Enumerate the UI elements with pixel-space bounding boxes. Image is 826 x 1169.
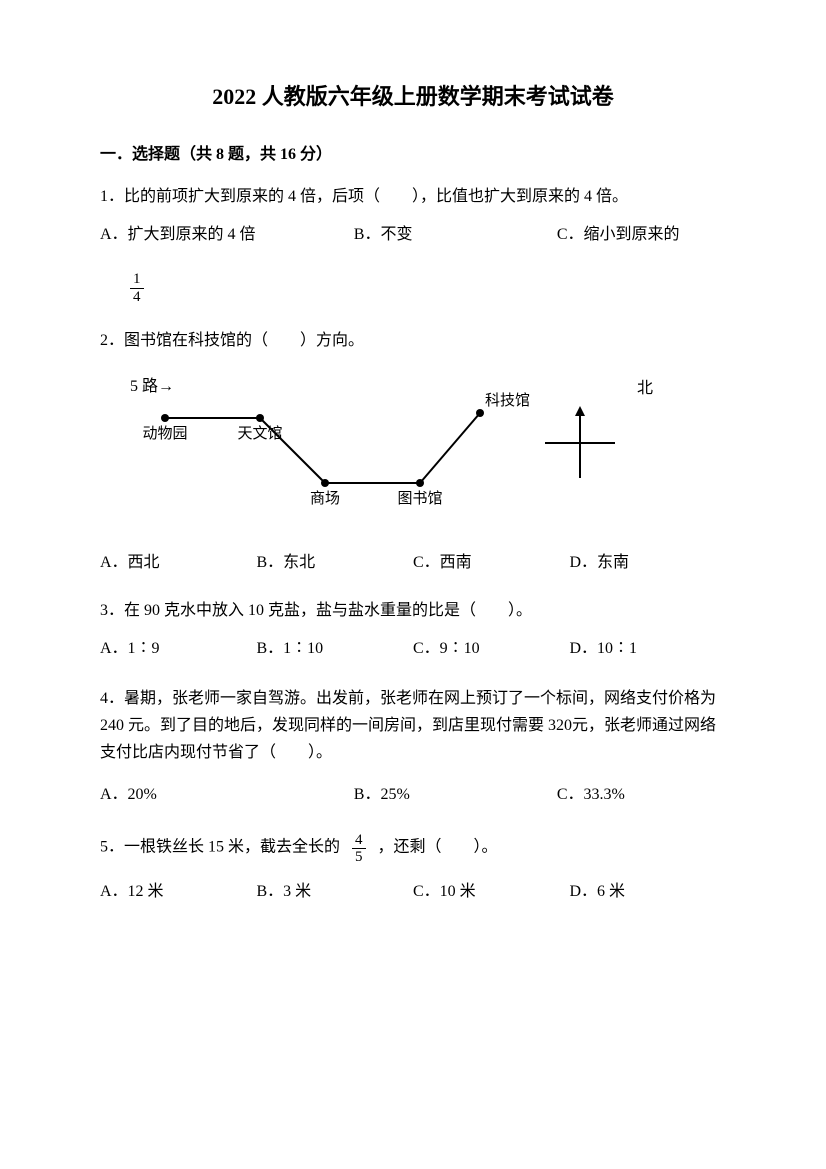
route-map-svg: 5 路→ 动物园 天文馆商场 图书馆 科技馆 北 xyxy=(110,373,670,523)
q2-diagram: 5 路→ 动物园 天文馆商场 图书馆 科技馆 北 xyxy=(110,373,726,531)
question-4: 4．暑期，张老师一家自驾游。出发前，张老师在网上预订了一个标间，网络支付价格为 … xyxy=(100,685,726,808)
question-3-text: 3．在 90 克水中放入 10 克盐，盐与盐水重量的比是（ ）。 xyxy=(100,599,726,623)
q5-option-c: C．10 米 xyxy=(413,880,570,904)
question-3: 3．在 90 克水中放入 10 克盐，盐与盐水重量的比是（ ）。 A．1∶9 B… xyxy=(100,599,726,661)
svg-text:科技馆: 科技馆 xyxy=(485,392,530,409)
question-2-text: 2．图书馆在科技馆的（ ）方向。 xyxy=(100,329,726,353)
q5-post: ，还剩（ ）。 xyxy=(378,838,498,855)
question-5-text: 5．一根铁丝长 15 米，截去全长的 4 5 ，还剩（ ）。 xyxy=(100,832,726,866)
question-4-text: 4．暑期，张老师一家自驾游。出发前，张老师在网上预订了一个标间，网络支付价格为 … xyxy=(100,685,726,767)
q5-option-a: A．12 米 xyxy=(100,880,257,904)
q1-option-b: B．不变 xyxy=(354,223,557,247)
q5-fraction: 4 5 xyxy=(352,832,366,866)
svg-text:动物园: 动物园 xyxy=(142,425,187,442)
q4-option-b: B．25% xyxy=(354,781,557,808)
q4-option-c: C．33.3% xyxy=(557,781,726,808)
q1-option-c: C．缩小到原来的 xyxy=(557,223,726,247)
svg-text:北: 北 xyxy=(637,379,653,397)
q3-option-c: C．9∶10 xyxy=(413,637,570,661)
question-2: 2．图书馆在科技馆的（ ）方向。 5 路→ 动物园 天文馆商场 图书馆 科技馆 北 A．西… xyxy=(100,329,726,575)
svg-text:商场: 商场 xyxy=(310,490,340,507)
q2-option-b: B．东北 xyxy=(257,551,414,575)
q2-option-a: A．西北 xyxy=(100,551,257,575)
page-title: 2022 人教版六年级上册数学期末考试试卷 xyxy=(100,80,726,113)
q1-fraction: 1 4 xyxy=(130,271,144,305)
section-1-header: 一．选择题（共 8 题，共 16 分） xyxy=(100,143,726,167)
q1-option-a: A．扩大到原来的 4 倍 xyxy=(100,223,354,247)
q4-option-a: A．20% xyxy=(100,781,354,808)
svg-text:图书馆: 图书馆 xyxy=(397,490,442,507)
question-1-text: 1．比的前项扩大到原来的 4 倍，后项（ ），比值也扩大到原来的 4 倍。 xyxy=(100,185,726,209)
q2-option-c: C．西南 xyxy=(413,551,570,575)
q1-fraction-den: 4 xyxy=(130,289,144,306)
q5-pre: 5．一根铁丝长 15 米，截去全长的 xyxy=(100,838,340,855)
svg-text:5 路→: 5 路→ xyxy=(130,377,174,395)
q5-fraction-den: 5 xyxy=(352,849,366,866)
svg-text:天文馆: 天文馆 xyxy=(237,425,282,442)
q3-option-a: A．1∶9 xyxy=(100,637,257,661)
q3-option-b: B．1∶10 xyxy=(257,637,414,661)
q1-fraction-num: 1 xyxy=(130,271,144,289)
q5-option-b: B．3 米 xyxy=(257,880,414,904)
q3-option-d: D．10∶1 xyxy=(570,637,727,661)
q5-fraction-num: 4 xyxy=(352,832,366,850)
q5-option-d: D．6 米 xyxy=(570,880,727,904)
q2-option-d: D．东南 xyxy=(570,551,727,575)
question-1: 1．比的前项扩大到原来的 4 倍，后项（ ），比值也扩大到原来的 4 倍。 A．… xyxy=(100,185,726,305)
question-5: 5．一根铁丝长 15 米，截去全长的 4 5 ，还剩（ ）。 A．12 米 B．… xyxy=(100,832,726,904)
